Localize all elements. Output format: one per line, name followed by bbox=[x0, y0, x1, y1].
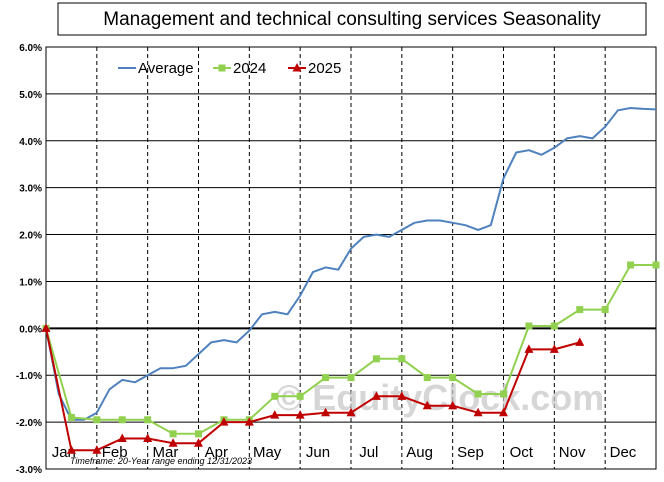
watermark-text: © EquityClock.com bbox=[276, 377, 605, 418]
data-point-2025 bbox=[295, 410, 305, 419]
data-point-2025 bbox=[219, 417, 229, 426]
data-point-2024 bbox=[271, 392, 279, 400]
data-point-2024 bbox=[423, 374, 431, 382]
data-point-2025 bbox=[321, 407, 331, 417]
data-point-2024 bbox=[652, 261, 660, 269]
y-tick-label: 4.0% bbox=[19, 137, 42, 148]
data-point-2025 bbox=[524, 344, 534, 353]
data-point-2024 bbox=[322, 374, 330, 382]
data-point-2024 bbox=[525, 322, 533, 330]
x-tick-label: Dec bbox=[610, 444, 637, 461]
data-point-2024 bbox=[474, 390, 482, 398]
x-tick-label: Jun bbox=[306, 444, 330, 461]
title-group: Management and technical consulting serv… bbox=[57, 2, 647, 36]
x-tick-label: Aug bbox=[406, 444, 433, 461]
data-point-2025 bbox=[66, 445, 76, 454]
data-point-2025 bbox=[473, 407, 483, 417]
watermark: © EquityClock.com bbox=[276, 377, 605, 418]
x-tick-label: May bbox=[253, 444, 282, 461]
y-tick-label: 1.0% bbox=[19, 277, 42, 288]
data-point-2025 bbox=[270, 410, 280, 419]
x-tick-label: Oct bbox=[510, 444, 534, 461]
y-tick-label: 6.0% bbox=[19, 43, 42, 54]
y-tick-label: -2.0% bbox=[16, 418, 42, 429]
data-point-2024 bbox=[449, 374, 457, 382]
data-point-2025 bbox=[575, 337, 585, 346]
data-point-2025 bbox=[499, 407, 508, 417]
legend-label-average: Average bbox=[138, 60, 194, 77]
y-tick-label: 3.0% bbox=[19, 184, 42, 195]
data-point-2025 bbox=[422, 400, 432, 410]
data-point-2025 bbox=[92, 445, 102, 454]
legend: Average 2024 2025 bbox=[118, 60, 341, 77]
x-tick-label: Mar bbox=[153, 444, 179, 461]
axes: 6.0% 5.0% 4.0% 3.0% 2.0% 1.0% 0.0% -1.0% -2.0% -3… bbox=[16, 43, 657, 476]
plot-frame bbox=[45, 46, 657, 470]
data-point-2024 bbox=[296, 392, 304, 400]
x-tick-label: Nov bbox=[559, 444, 586, 461]
legend-label-2024: 2024 bbox=[233, 60, 266, 77]
data-point-2024 bbox=[500, 390, 507, 398]
data-point-2025 bbox=[346, 407, 356, 417]
chart-title: Management and technical consulting serv… bbox=[103, 9, 601, 30]
x-tick-label: Jul bbox=[359, 444, 378, 461]
legend-marker-2024 bbox=[218, 64, 226, 72]
data-point-2025 bbox=[143, 433, 153, 443]
x-tick-label: Feb bbox=[102, 444, 128, 461]
legend-marker-2025 bbox=[292, 63, 302, 72]
data-point-2025 bbox=[41, 323, 51, 332]
data-point-2025 bbox=[371, 391, 381, 400]
data-point-2024 bbox=[347, 374, 355, 382]
data-point-2025 bbox=[448, 400, 458, 410]
x-tick-label: Sep bbox=[457, 444, 484, 461]
x-tick-label: Apr bbox=[205, 444, 228, 461]
y-tick-label: 5.0% bbox=[19, 90, 42, 101]
data-point-2025 bbox=[244, 417, 254, 426]
data-point-2024 bbox=[398, 355, 406, 363]
data-point-2024 bbox=[67, 413, 75, 421]
series bbox=[41, 107, 660, 454]
data-point-2024 bbox=[195, 430, 202, 438]
data-point-2024 bbox=[169, 430, 177, 438]
y-tick-label: -1.0% bbox=[16, 371, 42, 382]
series-line-average bbox=[45, 107, 657, 421]
data-point-2025 bbox=[117, 433, 127, 443]
data-point-2024 bbox=[93, 416, 101, 424]
footnote: Timeframe: 20-Year range ending 12/31/20… bbox=[70, 456, 252, 466]
title-box bbox=[57, 2, 647, 36]
series-line-2025 bbox=[45, 328, 581, 452]
data-point-2024 bbox=[627, 261, 635, 269]
y-tick-label: -3.0% bbox=[16, 465, 42, 476]
data-point-2024 bbox=[372, 355, 380, 363]
data-point-2024 bbox=[576, 306, 584, 314]
data-point-2024 bbox=[118, 416, 126, 424]
data-point-2025 bbox=[549, 344, 559, 353]
data-point-2025 bbox=[397, 391, 407, 400]
data-point-2025 bbox=[168, 438, 178, 447]
data-point-2024 bbox=[550, 322, 558, 330]
data-point-2024 bbox=[144, 416, 152, 424]
data-point-2025 bbox=[194, 438, 203, 447]
y-tick-label: 0.0% bbox=[19, 324, 42, 335]
y-tick-label: 2.0% bbox=[19, 231, 42, 242]
data-point-2024 bbox=[601, 306, 609, 314]
legend-label-2025: 2025 bbox=[308, 60, 341, 77]
